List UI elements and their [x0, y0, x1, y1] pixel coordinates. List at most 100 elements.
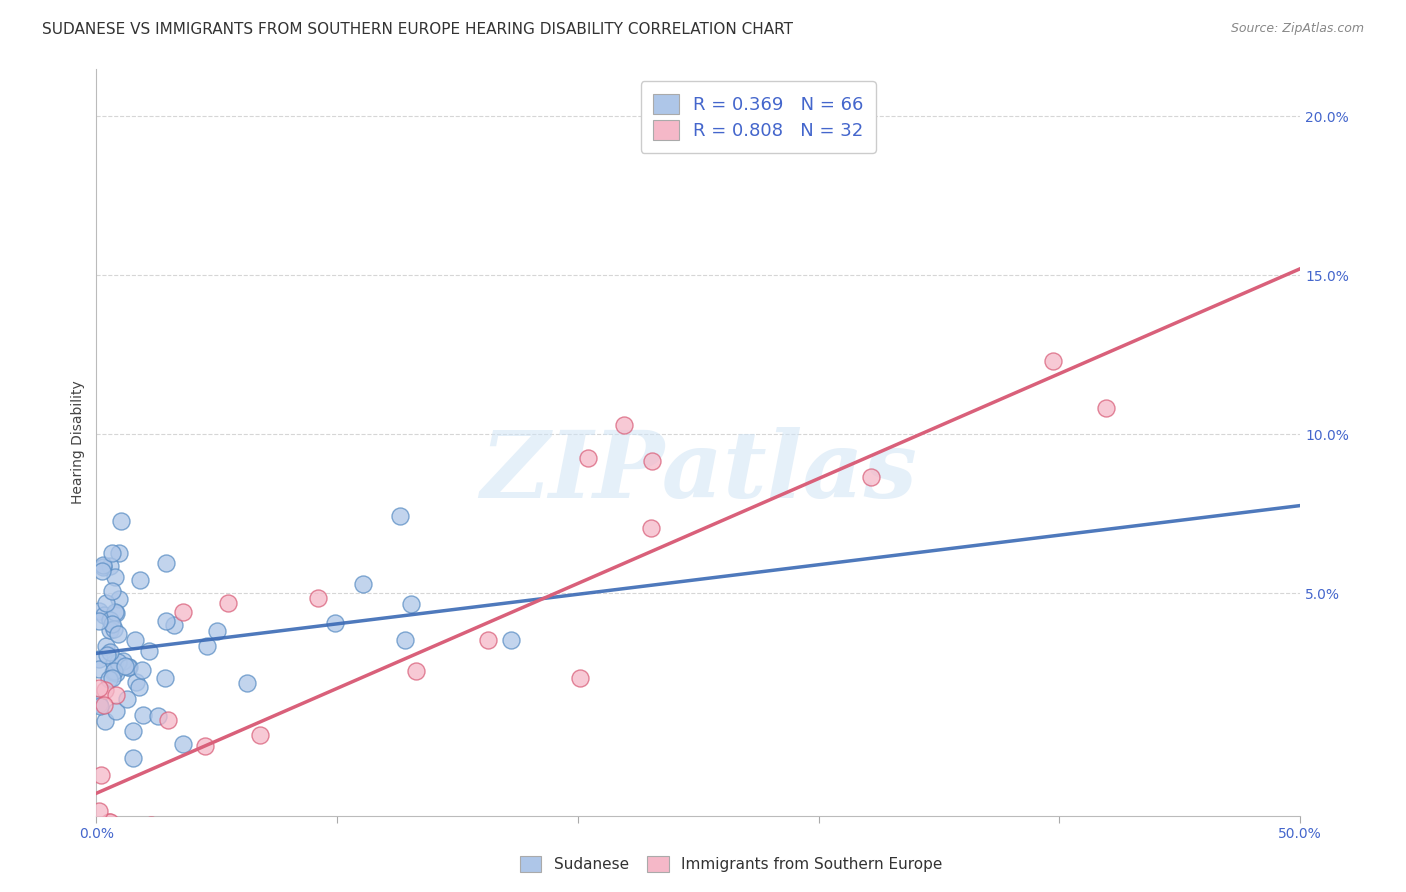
Point: [307, 591, 329, 605]
Point: [98, 613, 121, 627]
Point: [93, 698, 115, 712]
Point: [193, 739, 215, 754]
Point: [612, 418, 634, 433]
Point: [124, 632, 146, 647]
Point: [138, 644, 160, 658]
Point: [122, 724, 145, 739]
Point: [98, 559, 121, 574]
Point: [94, 714, 117, 728]
Point: [114, 659, 136, 673]
Point: [167, 832, 190, 847]
Point: [105, 704, 128, 718]
Point: [118, 877, 141, 891]
Point: [141, 818, 163, 832]
Point: [87, 697, 110, 711]
Point: [128, 680, 150, 694]
Point: [249, 728, 271, 742]
Point: [172, 605, 194, 619]
Point: [90, 768, 112, 782]
Point: [1042, 354, 1064, 368]
Point: [101, 546, 124, 560]
Point: [394, 632, 416, 647]
Point: [132, 708, 155, 723]
Point: [217, 596, 239, 610]
Point: [91, 558, 114, 572]
Point: [108, 592, 131, 607]
Point: [91, 564, 114, 578]
Point: [110, 514, 132, 528]
Point: [98, 814, 121, 829]
Point: [87, 681, 110, 695]
Point: [91, 559, 114, 574]
Point: [860, 470, 883, 484]
Point: [155, 556, 177, 570]
Point: [148, 709, 170, 723]
Point: [1095, 401, 1118, 415]
Point: [104, 606, 127, 620]
Point: [96, 639, 118, 653]
Point: [87, 651, 110, 665]
Point: [129, 573, 152, 587]
Point: [98, 624, 121, 638]
Point: [104, 688, 127, 702]
Point: [96, 852, 118, 866]
Point: [101, 880, 124, 892]
Point: [104, 606, 127, 620]
Point: [101, 665, 124, 680]
Point: [101, 584, 124, 599]
Point: [125, 675, 148, 690]
Point: [87, 831, 110, 846]
Point: [103, 622, 125, 636]
Point: [94, 682, 117, 697]
Point: [399, 597, 422, 611]
Text: Source: ZipAtlas.com: Source: ZipAtlas.com: [1230, 22, 1364, 36]
Legend: Sudanese, Immigrants from Southern Europe: Sudanese, Immigrants from Southern Europ…: [512, 848, 950, 880]
Point: [172, 738, 194, 752]
Point: [195, 639, 218, 653]
Point: [87, 614, 110, 628]
Point: [477, 632, 499, 647]
Point: [103, 664, 125, 678]
Point: [97, 815, 120, 830]
Point: [118, 659, 141, 673]
Point: [87, 804, 110, 818]
Text: ZIPatlas: ZIPatlas: [479, 427, 917, 516]
Y-axis label: Hearing Disability: Hearing Disability: [72, 380, 86, 504]
Legend: R = 0.369   N = 66, R = 0.808   N = 32: R = 0.369 N = 66, R = 0.808 N = 32: [641, 81, 876, 153]
Point: [87, 604, 110, 618]
Point: [100, 616, 122, 631]
Point: [96, 648, 118, 663]
Point: [388, 509, 411, 524]
Point: [236, 676, 259, 690]
Point: [131, 663, 153, 677]
Point: [105, 665, 128, 680]
Point: [155, 614, 177, 628]
Point: [117, 659, 139, 673]
Point: [323, 615, 346, 630]
Point: [640, 520, 662, 534]
Point: [107, 546, 129, 560]
Point: [501, 632, 523, 647]
Point: [101, 671, 124, 685]
Point: [98, 645, 121, 659]
Point: [93, 607, 115, 622]
Point: [103, 657, 125, 671]
Point: [107, 655, 129, 669]
Point: [163, 618, 186, 632]
Point: [87, 662, 110, 676]
Point: [89, 698, 111, 713]
Point: [641, 454, 664, 468]
Point: [111, 654, 134, 668]
Point: [205, 624, 228, 639]
Point: [94, 595, 117, 609]
Point: [405, 665, 427, 679]
Point: [97, 672, 120, 686]
Point: [568, 672, 591, 686]
Text: SUDANESE VS IMMIGRANTS FROM SOUTHERN EUROPE HEARING DISABILITY CORRELATION CHART: SUDANESE VS IMMIGRANTS FROM SOUTHERN EUR…: [42, 22, 793, 37]
Point: [103, 570, 125, 584]
Point: [117, 692, 139, 706]
Point: [352, 577, 374, 591]
Point: [156, 713, 179, 727]
Point: [153, 671, 176, 685]
Point: [122, 751, 145, 765]
